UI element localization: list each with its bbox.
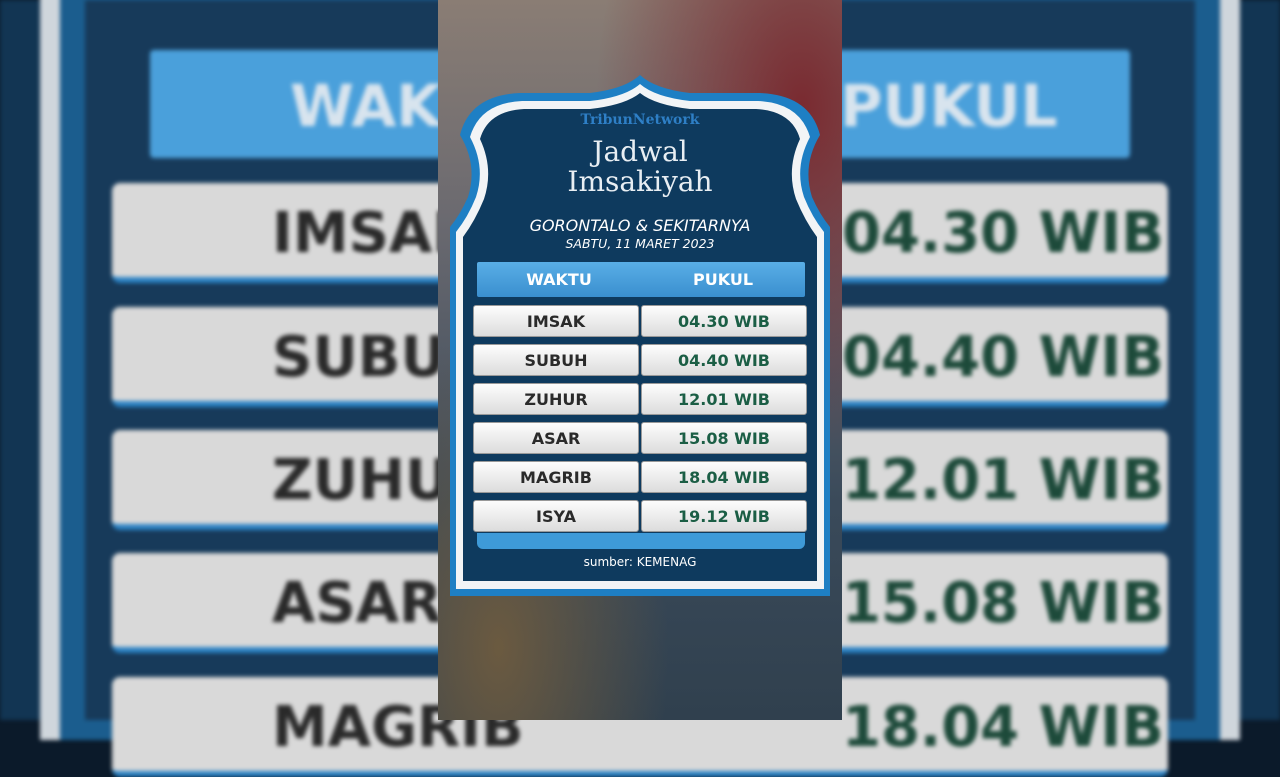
prayer-name: ZUHUR [473,383,639,415]
background-header-pukul: PUKUL [840,72,1058,140]
table-row: MAGRIB 18.04 WIB [473,461,807,493]
prayer-time: 04.40 WIB [641,344,807,376]
prayer-time: 18.04 WIB [641,461,807,493]
source-note: sumber: KEMENAG [583,555,697,569]
table-row: ISYA 19.12 WIB [473,500,807,532]
imsakiyah-card: TribunNetwork Jadwal Imsakiyah GORONTALO … [450,75,830,596]
location: GORONTALO & SEKITARNYA [529,216,751,235]
header-waktu: WAKTU [526,270,592,289]
table-footer-bar [477,533,805,549]
prayer-time: 15.08 WIB [641,422,807,454]
prayer-name: MAGRIB [473,461,639,493]
tribunnetwork-logo: TribunNetwork [580,112,700,128]
table-row: SUBUH 04.40 WIB [473,344,807,376]
prayer-time: 19.12 WIB [641,500,807,532]
date: SABTU, 11 MARET 2023 [565,236,715,251]
table-row: IMSAK 04.30 WIB [473,305,807,337]
prayer-name: ASAR [473,422,639,454]
prayer-name: IMSAK [473,305,639,337]
table-row: ASAR 15.08 WIB [473,422,807,454]
header-pukul: PUKUL [692,270,754,289]
prayer-time: 12.01 WIB [641,383,807,415]
table-header: WAKTU PUKUL [477,262,805,297]
prayer-name: ISYA [473,500,639,532]
table-row: ZUHUR 12.01 WIB [473,383,807,415]
prayer-time: 04.30 WIB [641,305,807,337]
prayer-name: SUBUH [473,344,639,376]
page-title: Jadwal Imsakiyah [567,135,713,198]
